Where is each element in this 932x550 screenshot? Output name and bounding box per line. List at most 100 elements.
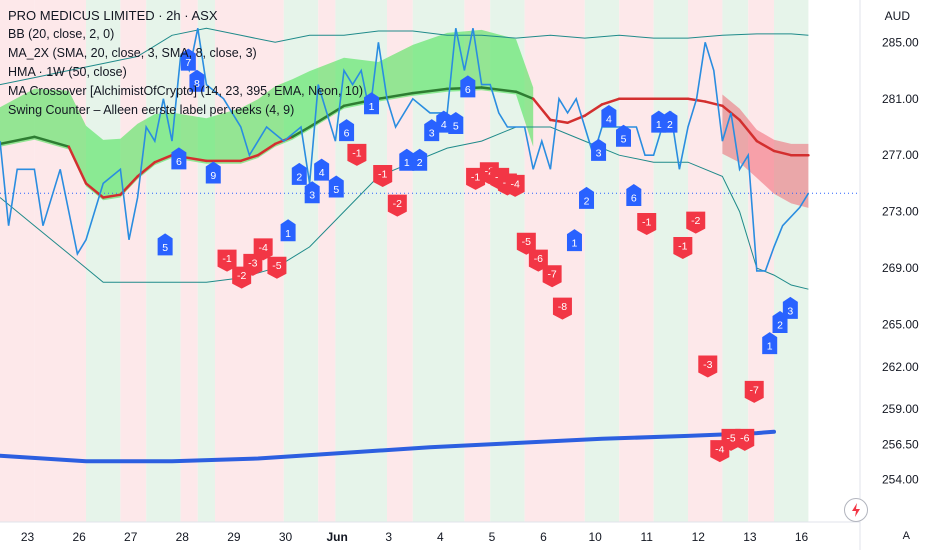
y-tick-label: 262.00 — [882, 360, 919, 374]
hma-line — [0, 429, 776, 464]
swing-label-text: 3 — [596, 147, 602, 159]
swing-label-text: -2 — [691, 215, 700, 227]
currency-label[interactable]: AUD — [884, 9, 910, 23]
swing-label-text: 2 — [584, 195, 590, 207]
swing-label-text: -1 — [378, 169, 387, 181]
bg-band — [318, 0, 336, 522]
y-tick-label: 256.50 — [882, 437, 919, 451]
ma-line-segment — [411, 87, 449, 95]
y-tick-label: 273.00 — [882, 205, 919, 219]
swing-label-down: -1 — [347, 143, 367, 166]
ma-line-segment — [772, 149, 793, 157]
ma-line-segment — [480, 86, 518, 93]
swing-label-text: 2 — [777, 319, 783, 331]
ma-line-segment — [256, 142, 277, 157]
swing-label-up: 5 — [616, 124, 631, 147]
ma-line-segment — [531, 97, 552, 122]
bg-band — [86, 0, 121, 522]
swing-label-up: 5 — [328, 175, 344, 198]
swing-label-text: -4 — [510, 178, 519, 190]
swing-label-down: -5 — [267, 256, 287, 279]
swing-label-text: -4 — [715, 444, 724, 456]
bg-band — [146, 0, 181, 522]
y-tick-label: 259.00 — [882, 402, 919, 416]
ma-line-segment — [239, 153, 260, 163]
swing-label-down: -3 — [243, 253, 263, 276]
swing-label-text: 5 — [333, 184, 339, 196]
legend-hma[interactable]: HMA · 1W (50, close) — [8, 65, 127, 79]
ma-line-segment — [153, 153, 174, 164]
swing-label-text: -7 — [547, 269, 556, 281]
ma-line-segment — [755, 139, 776, 153]
bg-band — [584, 0, 620, 522]
swing-label-up: 6 — [460, 75, 476, 98]
x-tick-label: 23 — [21, 530, 35, 544]
y-tick-label: 285.00 — [882, 35, 919, 49]
swing-label-down: -7 — [744, 380, 764, 403]
y-tick-label: 254.00 — [882, 473, 919, 487]
swing-label-down: -5 — [516, 232, 536, 255]
swing-label-text: 1 — [404, 157, 410, 169]
swing-label-text: 2 — [417, 157, 423, 169]
indicator-legend: PRO MEDICUS LIMITED · 2h · ASX BB (20, c… — [8, 6, 363, 120]
swing-label-text: -1 — [352, 147, 361, 159]
auto-scale-button[interactable]: A — [902, 530, 910, 542]
lightning-icon[interactable] — [844, 498, 868, 522]
ma-fill-bull — [0, 29, 534, 201]
swing-label-text: -4 — [258, 242, 267, 254]
x-tick-label: 28 — [176, 530, 190, 544]
x-tick-label: Jun — [326, 530, 347, 544]
swing-label-down: -1 — [673, 236, 693, 259]
swing-label-down: -1 — [637, 212, 657, 235]
x-tick-label: 16 — [795, 530, 809, 544]
swing-label-text: 5 — [621, 133, 627, 145]
ma-line-segment — [33, 135, 71, 148]
swing-label-text: 7 — [185, 57, 191, 69]
swing-label-text: -8 — [558, 301, 567, 313]
swing-label-up: 3 — [591, 138, 607, 161]
bg-band — [774, 0, 809, 522]
legend-swing-counter[interactable]: Swing Counter – Alleen eerste label per … — [8, 103, 295, 117]
legend-ma2x[interactable]: MA_2X (SMA, 20, close, 3, SMA, 8, close,… — [8, 46, 257, 60]
time-axis — [0, 522, 932, 550]
y-tick-label: 281.00 — [882, 92, 919, 106]
swing-label-text: 6 — [176, 156, 182, 168]
swing-label-text: 6 — [465, 84, 471, 96]
swing-label-text: -1 — [471, 171, 480, 183]
x-tick-label: 10 — [588, 530, 602, 544]
swing-label-text: -5 — [272, 260, 281, 272]
swing-label-up: 1 — [399, 148, 415, 171]
bg-band — [619, 0, 654, 522]
price-line — [0, 28, 810, 272]
swing-label-text: 2 — [667, 119, 673, 131]
x-tick-label: 30 — [279, 530, 293, 544]
symbol-title[interactable]: PRO MEDICUS LIMITED · 2h · ASX — [8, 8, 218, 23]
bb-upper-line — [0, 27, 809, 86]
swing-label-text: 1 — [572, 238, 578, 250]
swing-label-text: 1 — [656, 119, 662, 131]
swing-label-up: 2 — [412, 148, 428, 171]
swing-label-up: 3 — [424, 119, 440, 142]
ma-fill-bear — [722, 94, 809, 208]
swing-label-up: 7 — [180, 48, 196, 71]
swing-label-up: 6 — [339, 119, 355, 142]
swing-label-down: -8 — [552, 297, 572, 320]
swing-label-up: 4 — [601, 105, 617, 128]
swing-label-down: -6 — [735, 428, 755, 451]
swing-label-text: -6 — [534, 253, 543, 265]
legend-bb[interactable]: BB (20, close, 2, 0) — [8, 27, 115, 41]
swing-label-text: 1 — [285, 228, 291, 240]
swing-label-text: 4 — [319, 167, 325, 179]
x-tick-label: 11 — [640, 530, 653, 544]
swing-label-text: 9 — [210, 170, 216, 182]
x-tick-label: 13 — [743, 530, 757, 544]
legend-ma-crossover[interactable]: MA Crossover [AlchimistOfCrypto] (14, 23… — [8, 84, 363, 98]
y-tick-label: 277.00 — [882, 148, 919, 162]
swing-label-text: -2 — [485, 166, 494, 178]
swing-label-up: 6 — [171, 147, 187, 170]
swing-label-down: -1 — [217, 249, 237, 272]
swing-label-text: 2 — [296, 171, 302, 183]
swing-label-text: 3 — [429, 128, 435, 140]
swing-label-down: -4 — [253, 238, 273, 261]
